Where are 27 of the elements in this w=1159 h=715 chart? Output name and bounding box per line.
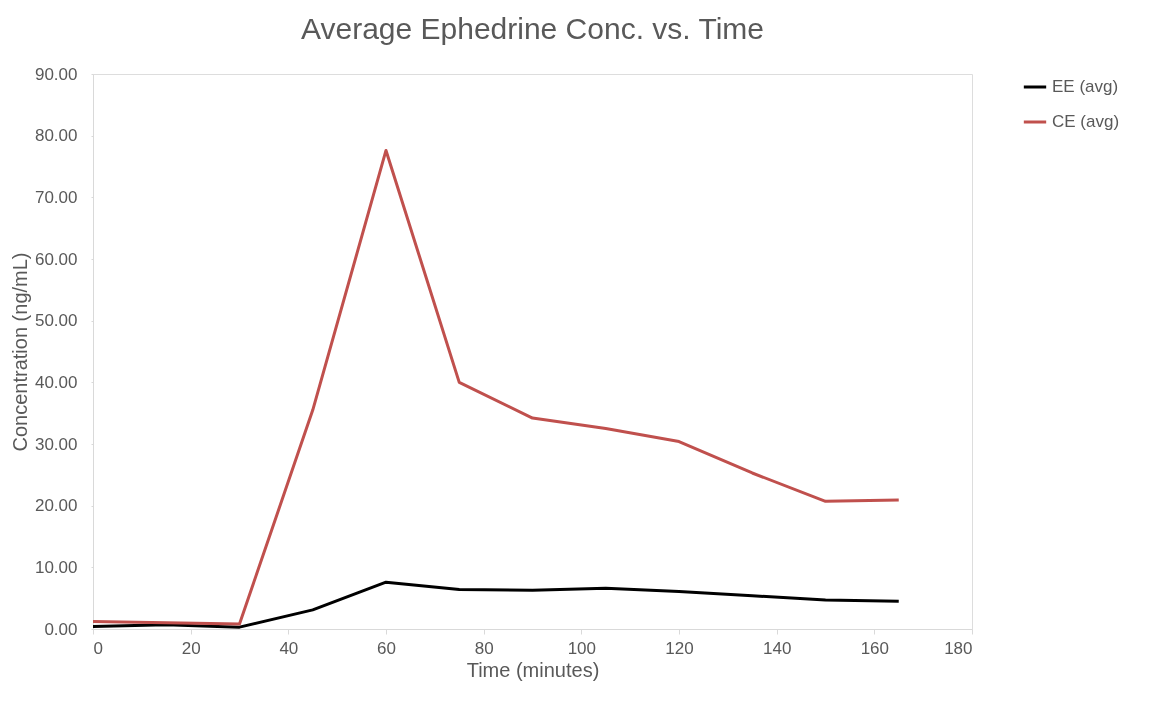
y-tick-label: 90.00: [34, 64, 78, 84]
y-tick-label: 30.00: [34, 434, 78, 454]
x-tick-label: 60: [377, 638, 396, 658]
y-tick-label: 60.00: [34, 249, 78, 269]
line-series: [91, 148, 901, 626]
y-tick-label: 20.00: [34, 496, 78, 516]
y-tick-label: 50.00: [34, 311, 78, 331]
chart-title: Average Ephedrine Conc. vs. Time: [300, 12, 765, 45]
y-tick-label: 10.00: [34, 557, 78, 577]
x-axis-title: Time (minutes): [466, 658, 600, 681]
y-tick-label: 70.00: [34, 187, 78, 207]
y-tick-label: 40.00: [34, 372, 78, 392]
x-tick-label: 0: [93, 638, 103, 658]
x-tick-label: 120: [665, 638, 694, 658]
y-axis-title: Concentration (ng/mL): [8, 252, 31, 452]
x-tick-label: 80: [474, 638, 494, 658]
x-tick-label: 180: [944, 638, 973, 658]
x-tick-label: 20: [181, 638, 201, 658]
legend-label: EE (avg): [1052, 77, 1119, 96]
x-tick-label: 40: [279, 638, 299, 658]
y-tick-label: 0.00: [44, 619, 78, 639]
x-tick-label: 100: [567, 638, 597, 658]
line-series: [91, 580, 901, 629]
x-tick-label: 140: [762, 638, 792, 658]
legend-label: CE (avg): [1052, 112, 1120, 131]
y-tick-label: 80.00: [34, 126, 78, 146]
x-tick-label: 160: [860, 638, 890, 658]
